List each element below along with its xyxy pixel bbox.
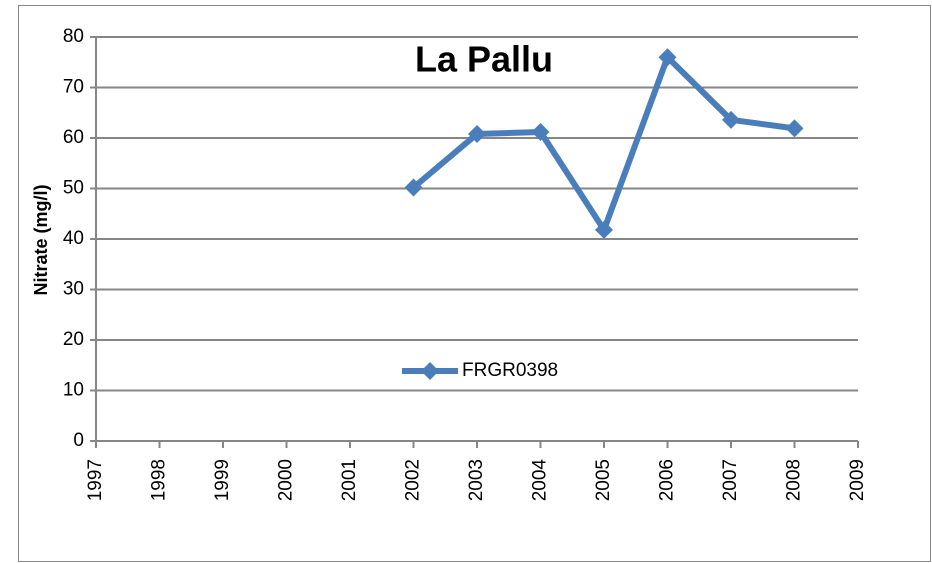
- x-tick-label: 1997: [85, 459, 106, 501]
- x-tick-label: 2004: [530, 459, 551, 502]
- data-point: [722, 110, 740, 129]
- y-tick-label: 80: [63, 26, 84, 47]
- x-tick-label: 2001: [339, 459, 360, 501]
- y-tick-label: 70: [63, 77, 84, 98]
- x-tick-label: 2009: [847, 459, 868, 501]
- x-tick-label: 2002: [403, 459, 424, 501]
- x-tick-label: 2006: [657, 459, 678, 501]
- data-point: [404, 178, 423, 197]
- x-tick-label: 2007: [720, 459, 741, 501]
- y-tick-label: 20: [63, 329, 84, 350]
- chart-border: [18, 5, 931, 562]
- x-tick-label: 2008: [784, 459, 805, 501]
- y-tick-label: 50: [63, 178, 84, 199]
- y-tick-label: 40: [63, 228, 84, 249]
- x-tick-label: 2000: [276, 459, 297, 501]
- x-tick-label: 2005: [593, 459, 614, 501]
- x-tick-label: 1999: [212, 459, 233, 501]
- x-tick-label: 1998: [149, 459, 170, 501]
- y-axis-label: Nitrate (mg/l): [31, 184, 51, 295]
- legend-marker: [421, 362, 439, 380]
- data-point: [785, 119, 804, 138]
- chart-title: La Pallu: [415, 39, 553, 80]
- data-point: [531, 122, 550, 141]
- data-point: [595, 220, 613, 239]
- x-tick-label: 2003: [466, 459, 487, 501]
- y-tick-label: 60: [63, 127, 84, 148]
- y-tick-label: 0: [73, 430, 84, 451]
- y-tick-label: 30: [63, 279, 84, 300]
- y-tick-label: 10: [63, 380, 84, 401]
- legend-label: FRGR0398: [462, 360, 558, 381]
- data-point: [468, 124, 486, 143]
- data-point: [658, 48, 677, 67]
